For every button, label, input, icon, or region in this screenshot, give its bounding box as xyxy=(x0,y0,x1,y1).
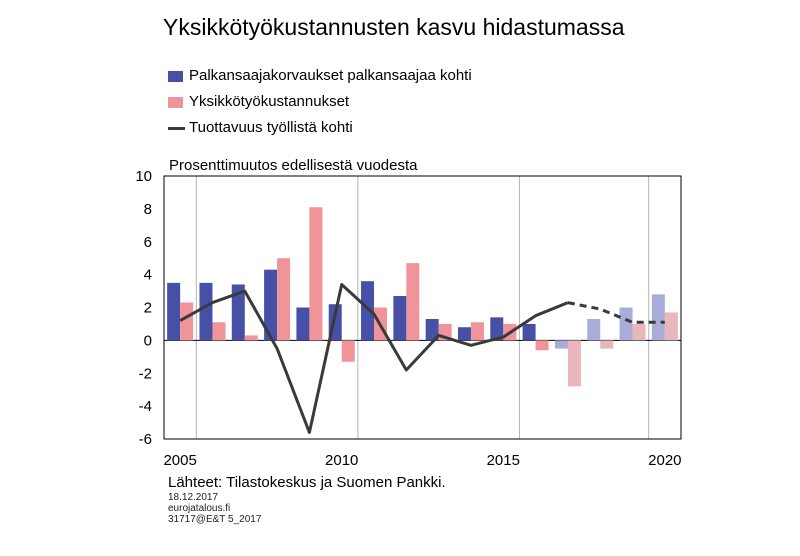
x-tick-label-3: 2020 xyxy=(648,452,681,469)
legend-swatch-wage xyxy=(168,71,183,82)
y-tick-label-5: 0 xyxy=(144,332,152,349)
bar-wage-2012 xyxy=(393,295,407,341)
y-tick-label-1: 8 xyxy=(144,201,152,218)
bar-ulc-2009 xyxy=(309,207,323,341)
x-tick-label-0: 2005 xyxy=(163,452,196,469)
bar-wage-2020 xyxy=(651,294,665,341)
bar-wage-2013 xyxy=(425,319,439,341)
bar-wage-2014 xyxy=(457,327,471,341)
bar-wage-2006 xyxy=(199,282,213,341)
legend-label-ulc: Yksikkötyökustannukset xyxy=(189,93,350,110)
source-note: Lähteet: Tilastokeskus ja Suomen Pankki. xyxy=(168,474,446,491)
line-productivity-actual xyxy=(179,283,569,434)
code-note: 31717@E&T 5_2017 xyxy=(168,514,262,525)
x-tick-label-1: 2010 xyxy=(325,452,358,469)
x-tick-label-2: 2015 xyxy=(487,452,520,469)
y-tick-label-3: 4 xyxy=(144,267,152,284)
bar-ulc-2008 xyxy=(277,258,291,341)
bar-ulc-2020 xyxy=(664,312,678,341)
plot-frame xyxy=(163,175,682,440)
bar-ulc-2018 xyxy=(600,340,614,349)
bar-ulc-2005 xyxy=(180,302,194,341)
y-tick-label-6: -2 xyxy=(139,365,152,382)
y-axis-label: Prosenttimuutos edellisestä vuodesta xyxy=(169,157,418,174)
bar-wage-2011 xyxy=(361,281,375,341)
bar-wage-2018 xyxy=(587,319,601,341)
bar-ulc-2017 xyxy=(567,340,581,387)
bar-ulc-2010 xyxy=(341,340,355,362)
y-tick-label-8: -6 xyxy=(139,431,152,448)
bar-ulc-2016 xyxy=(535,340,549,351)
legend-swatch-productivity xyxy=(168,127,185,130)
y-tick-label-7: -4 xyxy=(139,398,152,415)
legend-label-productivity: Tuottavuus työllistä kohti xyxy=(189,119,353,136)
legend-label-wage: Palkansaajakorvaukset palkansaajaa kohti xyxy=(189,67,472,84)
footer: Lähteet: Tilastokeskus ja Suomen Pankki.… xyxy=(168,474,446,525)
line-productivity-forecast xyxy=(567,301,665,324)
chart-title: Yksikkötyökustannusten kasvu hidastumass… xyxy=(163,14,625,40)
y-tick-label-4: 2 xyxy=(144,300,152,317)
bar-ulc-2019 xyxy=(632,323,646,341)
bar-wage-2007 xyxy=(231,284,245,341)
y-tick-label-2: 6 xyxy=(144,234,152,251)
bar-wage-2009 xyxy=(296,307,310,341)
bar-ulc-2014 xyxy=(470,322,484,341)
y-tick-label-0: 10 xyxy=(135,168,152,185)
bar-ulc-2007 xyxy=(244,335,258,341)
bar-wage-2017 xyxy=(554,340,568,349)
bar-wage-2015 xyxy=(490,317,504,341)
bar-wage-2008 xyxy=(264,269,278,341)
bar-wage-2019 xyxy=(619,307,633,341)
date-note: 18.12.2017 xyxy=(168,492,219,503)
bar-wage-2005 xyxy=(167,282,181,341)
bar-ulc-2012 xyxy=(406,263,420,341)
legend-swatch-ulc xyxy=(168,97,183,108)
site-note: eurojatalous.fi xyxy=(168,503,231,514)
bar-wage-2016 xyxy=(522,323,536,341)
bar-ulc-2006 xyxy=(212,322,226,341)
